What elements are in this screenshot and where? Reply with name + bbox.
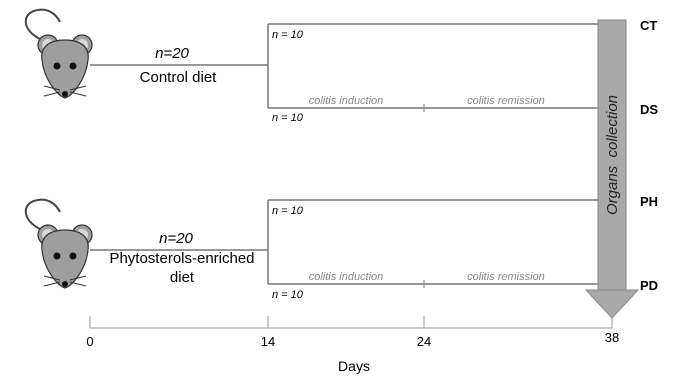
tick-label-24: 24 (417, 334, 431, 349)
pd-induction-label: colitis induction (309, 271, 384, 283)
pd-n: n = 10 (272, 289, 304, 301)
axis-label: Days (338, 358, 370, 374)
endpoint-ct: CT (640, 18, 657, 33)
group1-diet: Control diet (140, 69, 218, 86)
group2-n: n=20 (159, 230, 193, 247)
tick-label-38: 38 (605, 330, 619, 345)
organs-collection-arrow (584, 19, 640, 319)
mouse-icon (24, 198, 93, 289)
ds-n: n = 10 (272, 112, 304, 124)
mouse-icon (24, 8, 93, 99)
endpoint-pd: PD (640, 278, 658, 293)
tick-label-0: 0 (86, 334, 93, 349)
group2-diet-line1: Phytosterols-enriched (109, 250, 254, 267)
ct-n: n = 10 (272, 29, 304, 41)
pd-remission-label: colitis remission (467, 271, 545, 283)
endpoint-ph: PH (640, 194, 658, 209)
endpoint-ds: DS (640, 102, 658, 117)
organs-collection-label: Organs collection (604, 95, 621, 215)
ds-remission-label: colitis remission (467, 95, 545, 107)
ph-n: n = 10 (272, 205, 304, 217)
ds-induction-label: colitis induction (309, 95, 384, 107)
tick-label-14: 14 (261, 334, 275, 349)
group1-n: n=20 (155, 45, 189, 62)
group2-diet-line2: diet (170, 269, 195, 286)
